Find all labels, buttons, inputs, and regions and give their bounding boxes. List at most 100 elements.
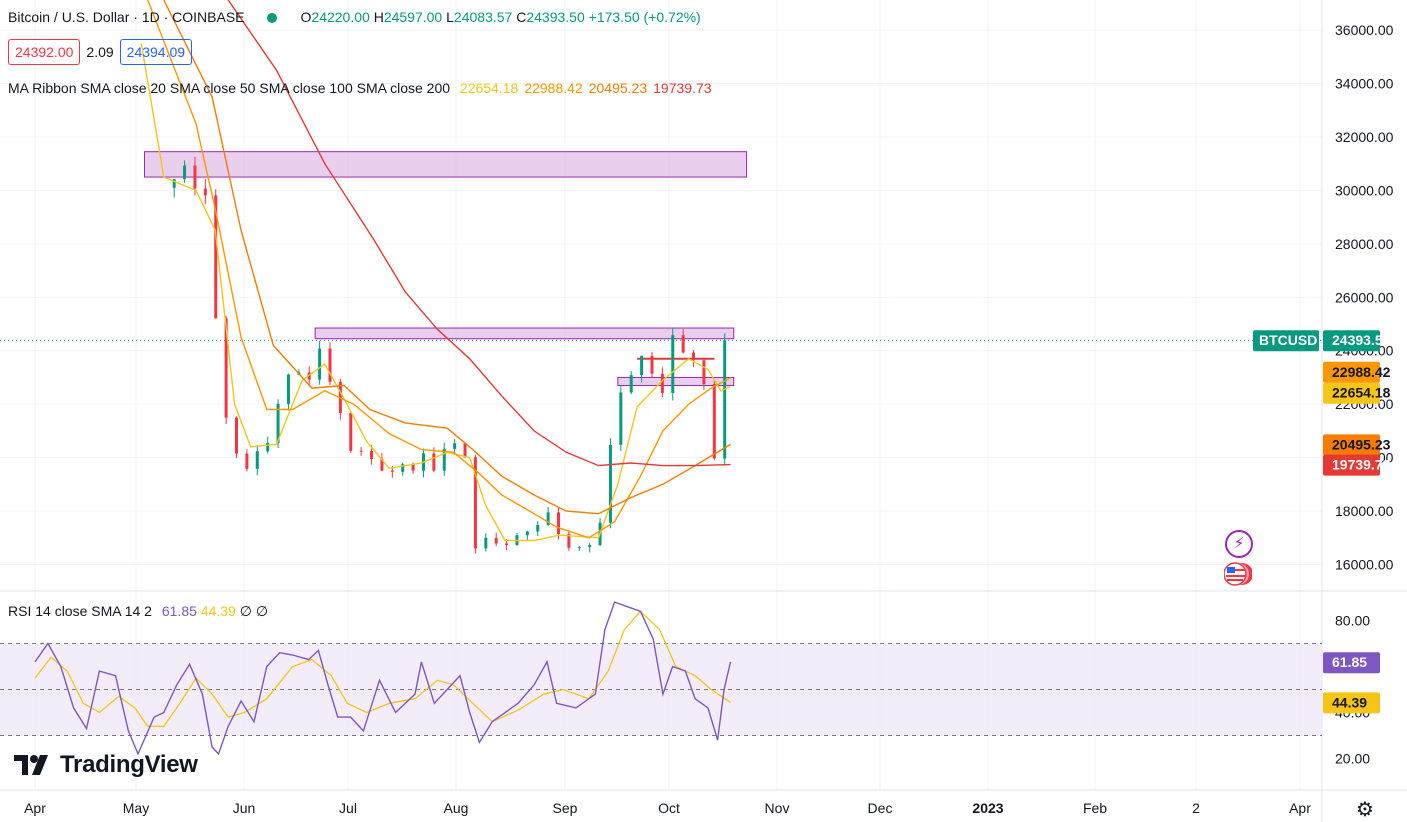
rsi-value-tag-bg	[1323, 652, 1380, 674]
price-axis[interactable]: 16000.0018000.0020000.0022000.0024000.00…	[1253, 22, 1394, 767]
tradingview-logo[interactable]: TradingView	[14, 751, 198, 779]
candle-body	[473, 457, 477, 549]
us-flag-icon[interactable]	[1224, 562, 1252, 586]
candle-body	[172, 179, 176, 188]
supply-zone	[143, 151, 748, 178]
lightning-icon[interactable]: ⚡	[1225, 530, 1253, 558]
candle-body	[349, 412, 353, 451]
candle-body	[235, 417, 239, 454]
ohlc-values: O24220.00 H24597.00 L24083.57 C24393.50 …	[300, 9, 701, 25]
candle-body	[401, 464, 405, 472]
candle-body	[723, 340, 727, 459]
zones	[143, 151, 748, 386]
candle-body	[702, 360, 706, 385]
candle-body	[318, 348, 322, 380]
sma-price-tag-bg	[1323, 382, 1380, 404]
price-tick-label: 16000.00	[1335, 557, 1394, 573]
price-tick-label: 18000.00	[1335, 503, 1394, 519]
candle-body	[484, 537, 488, 549]
time-tick-label: 2	[1192, 800, 1200, 816]
candle-body	[370, 450, 374, 460]
candle-body	[619, 392, 623, 445]
rsi-sma-tag: 44.39	[1332, 694, 1367, 710]
candle-body	[692, 352, 696, 361]
gear-icon[interactable]: ⚙	[1356, 799, 1374, 821]
candle-body	[629, 375, 633, 393]
candle-body	[577, 547, 581, 549]
rsi-sma-value: 44.39	[200, 603, 236, 619]
candle-body	[463, 443, 467, 458]
rsi-pane	[0, 601, 1322, 756]
sma-200-value: 19739.73	[653, 80, 712, 96]
sma-line-sma-20	[140, 43, 731, 542]
candle-body	[640, 355, 644, 376]
last-price-tag-bg	[1323, 330, 1380, 352]
ma-ribbon-legend[interactable]: MA Ribbon SMA close 20 SMA close 50 SMA …	[8, 80, 712, 96]
rsi-value: 61.85	[161, 603, 197, 619]
candle-body	[380, 459, 384, 471]
time-axis[interactable]: Apr May Jun Jul Aug Sep Oct Nov Dec 2023 Feb 2 Apr	[24, 800, 1311, 816]
candle-body	[390, 470, 394, 472]
sma-line-sma-200	[227, 0, 731, 467]
time-tick-label: May	[123, 800, 149, 816]
sma-ribbon	[140, 0, 731, 542]
sma-price-tag: 22988.42	[1332, 364, 1391, 380]
tradingview-wordmark: TradingView	[60, 751, 198, 778]
time-tick-label: Jul	[339, 800, 357, 816]
sma-100-value: 20495.23	[588, 80, 648, 96]
rsi-tick-label: 80.00	[1335, 613, 1370, 629]
candle-body	[286, 374, 290, 404]
candle-body	[536, 524, 540, 532]
time-tick-label: 2023	[972, 800, 1003, 816]
time-tick-label: Oct	[658, 800, 680, 816]
candles	[0, 156, 1322, 554]
price-tick-label: 32000.00	[1335, 129, 1394, 145]
sma-price-tag-bg	[1323, 454, 1380, 476]
rsi-tick-label: 20.00	[1335, 751, 1370, 767]
price-tick-label: 36000.00	[1335, 22, 1394, 38]
sma-price-tag-bg	[1323, 361, 1380, 383]
time-tick-label: Dec	[868, 800, 893, 816]
rsi-value-tag: 61.85	[1332, 654, 1367, 670]
last-price-tag: 24393.50	[1332, 332, 1391, 348]
candle-body	[328, 348, 332, 382]
candle-body	[494, 537, 498, 544]
candle-body	[224, 318, 228, 418]
rsi-extra-2: ∅	[255, 603, 269, 619]
time-tick-label: Sep	[553, 800, 578, 816]
candle-body	[245, 453, 249, 469]
ma-ribbon-label: MA Ribbon SMA close 20 SMA close 50 SMA …	[8, 80, 451, 96]
price-tick-label: 30000.00	[1335, 182, 1394, 198]
sma-line-sma-100	[163, 0, 731, 515]
buy-button[interactable]: 24394.09	[119, 39, 193, 65]
rsi-sma-tag-bg	[1323, 692, 1380, 714]
high-value: 24597.00	[383, 9, 443, 25]
candle-body	[453, 443, 457, 449]
candle-body	[567, 534, 571, 548]
symbol-tag: BTCUSD	[1259, 332, 1317, 348]
rsi-legend[interactable]: RSI 14 close SMA 14 2 61.85 44.39 ∅ ∅	[8, 603, 268, 620]
sell-button[interactable]: 24392.00	[8, 39, 81, 65]
candle-body	[183, 165, 187, 180]
candle-body	[193, 165, 197, 189]
sma-price-tag: 22654.18	[1332, 385, 1391, 401]
spread-value: 2.09	[86, 44, 114, 60]
candle-body	[660, 373, 664, 393]
candle-body	[681, 335, 685, 353]
candle-body	[266, 442, 270, 452]
rsi-label: RSI 14 close SMA 14 2	[8, 603, 152, 619]
supply-zone	[617, 376, 735, 386]
sma-price-tag: 20495.23	[1332, 436, 1391, 452]
sma-50-value: 22988.42	[524, 80, 583, 96]
symbol-legend: Bitcoin / U.S. Dollar · 1D · COINBASE O24…	[8, 9, 701, 25]
sma-price-tag: 19739.73	[1332, 457, 1391, 473]
time-tick-label: Nov	[765, 800, 790, 816]
change-value: +173.50 (+0.72%)	[588, 9, 701, 25]
time-tick-label: Jun	[233, 800, 256, 816]
symbol-title[interactable]: Bitcoin / U.S. Dollar · 1D · COINBASE	[8, 9, 245, 25]
sma-line-sma-50	[147, 0, 731, 539]
sma-price-tag-bg	[1323, 434, 1380, 456]
supply-zone	[314, 327, 735, 340]
candle-body	[255, 451, 259, 469]
